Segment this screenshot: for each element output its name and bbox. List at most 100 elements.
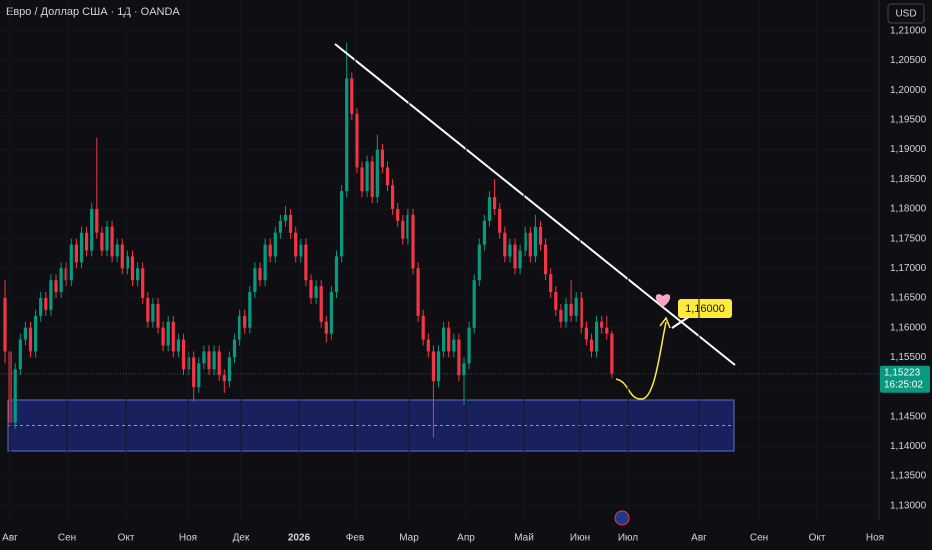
chart-title: Евро / Доллар США · 1Д · OANDA (6, 6, 180, 18)
x-tick-label: Сен (58, 533, 76, 544)
candle-body (564, 303, 568, 322)
candles (3, 42, 614, 441)
candle-body (340, 191, 344, 257)
candle-body (508, 244, 512, 257)
y-tick-label: 1,16500 (890, 293, 927, 304)
currency-label[interactable]: USD (895, 9, 916, 20)
candle-body (406, 214, 410, 239)
candle-body (125, 256, 129, 269)
candle-body (574, 297, 578, 316)
candle-body (243, 315, 247, 328)
heart-icon (655, 294, 671, 307)
x-tick-label: Апр (457, 533, 475, 544)
candle-body (350, 78, 354, 114)
candle-body (34, 315, 38, 352)
candle-body (472, 280, 476, 328)
trendline (334, 43, 736, 366)
x-tick-label: Ноя (179, 533, 197, 544)
candle-body (304, 244, 308, 281)
candle-body (447, 327, 451, 352)
candle-body (431, 351, 435, 382)
x-tick-label: Сен (750, 533, 768, 544)
candle-body (197, 363, 201, 388)
candle-body (90, 208, 94, 251)
target-label: 1,16000 (685, 303, 725, 315)
candle-body (385, 167, 390, 186)
y-tick-label: 1,20500 (890, 55, 927, 66)
candle-body (411, 214, 415, 269)
candle-body (584, 327, 588, 340)
y-tick-label: 1,14000 (890, 441, 927, 452)
candle-body (85, 232, 89, 251)
candle-body (503, 232, 507, 257)
candle-body (136, 268, 140, 281)
currency-button[interactable] (887, 3, 925, 24)
candle-body (212, 351, 216, 370)
candle-body (600, 321, 604, 328)
candle-body (207, 351, 211, 370)
candle-body (110, 226, 114, 257)
candle-body (64, 268, 68, 281)
candle-body (595, 321, 599, 352)
y-tick-label: 1,19500 (890, 115, 927, 126)
candle-body (105, 226, 109, 251)
candle-body (345, 78, 349, 192)
candle-body (319, 286, 323, 322)
candle-body (39, 297, 43, 316)
candle-body (589, 339, 594, 352)
candle-body (559, 309, 563, 322)
candle-body (533, 226, 537, 257)
candle-body (28, 327, 33, 352)
candle-body (23, 327, 27, 340)
candle-body (130, 256, 135, 281)
y-tick-label: 1,20000 (890, 85, 927, 96)
candle-body (401, 220, 405, 239)
candle-body (69, 244, 73, 281)
candle-body (457, 339, 461, 376)
y-tick-label: 1,18500 (890, 174, 927, 185)
candle-body (462, 363, 466, 376)
candle-body (248, 292, 252, 328)
x-tick-label: Июн (570, 533, 590, 544)
candle-body (227, 357, 231, 382)
candle-body (100, 232, 104, 251)
candle-body (396, 208, 400, 221)
candle-body (44, 297, 48, 310)
x-tick-label: Июл (618, 533, 638, 544)
candle-body (161, 327, 165, 346)
candle-body (74, 244, 78, 263)
candle-body (156, 303, 160, 328)
candle-body (187, 357, 191, 370)
event-icon (614, 510, 630, 526)
candle-body (380, 149, 384, 168)
candle-body (370, 161, 374, 198)
candle-body (232, 339, 237, 358)
y-tick-label: 1,18000 (890, 204, 927, 215)
candle-body (610, 333, 614, 374)
candle-body (273, 232, 277, 257)
candle-body (202, 351, 206, 364)
candle-body (59, 268, 63, 293)
x-tick-label: Авг (691, 533, 707, 544)
y-tick-label: 1,19000 (890, 144, 927, 155)
candle-body (436, 351, 441, 382)
candle-body (258, 268, 262, 281)
candle-body (482, 220, 486, 245)
x-tick-label: 2026 (288, 533, 311, 544)
target-label-box (678, 299, 732, 318)
candle-body (549, 274, 553, 293)
x-tick-label: Фев (346, 533, 364, 544)
candle-body (217, 351, 221, 376)
arrow-head (659, 316, 671, 329)
candle-body (146, 297, 150, 322)
x-tick-label: Май (514, 533, 534, 544)
x-tick-label: Дек (233, 533, 250, 544)
candle-body (253, 268, 257, 293)
candle-body (569, 303, 573, 316)
candle-body (79, 232, 84, 263)
candle-body (518, 250, 522, 269)
candle-body (498, 208, 502, 233)
candle-body (579, 297, 583, 328)
candle-body (513, 244, 517, 269)
